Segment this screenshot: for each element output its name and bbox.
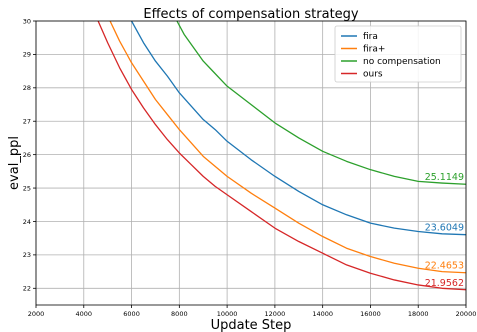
x-tick-label: 14000 xyxy=(312,310,333,318)
x-tick-label: 18000 xyxy=(408,310,429,318)
end-value-label-0: 23.6049 xyxy=(425,223,464,234)
y-tick-label: 22 xyxy=(23,285,31,293)
y-tick-label: 30 xyxy=(23,17,31,25)
series-line-1 xyxy=(109,21,466,274)
y-tick-label: 23 xyxy=(23,251,31,259)
x-tick-label: 2000 xyxy=(28,310,45,318)
legend-label-3: ours xyxy=(363,70,383,80)
end-value-label-1: 22.4653 xyxy=(425,261,464,272)
y-axis-label: eval_ppl xyxy=(7,136,22,190)
x-tick-label: 10000 xyxy=(217,310,238,318)
chart-title: Effects of compensation strategy xyxy=(143,7,359,22)
legend-label-2: no compensation xyxy=(363,57,441,67)
series-line-0 xyxy=(130,21,466,236)
end-value-label-3: 21.9562 xyxy=(425,278,464,289)
series-line-2 xyxy=(176,21,466,185)
x-tick-label: 16000 xyxy=(360,310,381,318)
y-tick-label: 29 xyxy=(23,51,31,59)
y-tick-label: 24 xyxy=(23,218,31,226)
x-tick-label: 8000 xyxy=(171,310,188,318)
series-lines xyxy=(97,21,466,291)
y-tick-label: 26 xyxy=(23,151,31,159)
legend: fira fira+ no compensation ours xyxy=(334,25,462,83)
y-ticks: 22 23 24 25 26 27 28 29 30 xyxy=(23,17,36,293)
plot-frame xyxy=(35,20,467,306)
legend-label-0: fira xyxy=(363,32,378,42)
legend-label-1: fira+ xyxy=(363,45,385,55)
y-tick-label: 25 xyxy=(23,184,31,192)
grid xyxy=(35,20,467,305)
y-tick-label: 28 xyxy=(23,84,31,92)
x-tick-label: 4000 xyxy=(76,310,93,318)
end-value-label-2: 25.1149 xyxy=(425,172,464,183)
x-tick-label: 6000 xyxy=(123,310,140,318)
legend-box xyxy=(334,25,462,83)
x-ticks: 2000 4000 6000 8000 10000 12000 14000 16000 1800… xyxy=(28,305,477,318)
x-tick-label: 12000 xyxy=(265,310,286,318)
x-axis-label: Update Step xyxy=(211,318,292,332)
y-tick-label: 27 xyxy=(23,118,31,126)
end-labels: 23.6049 22.4653 25.1149 21.9562 xyxy=(425,172,464,289)
series-line-3 xyxy=(97,21,466,291)
x-tick-label: 20000 xyxy=(456,310,477,318)
